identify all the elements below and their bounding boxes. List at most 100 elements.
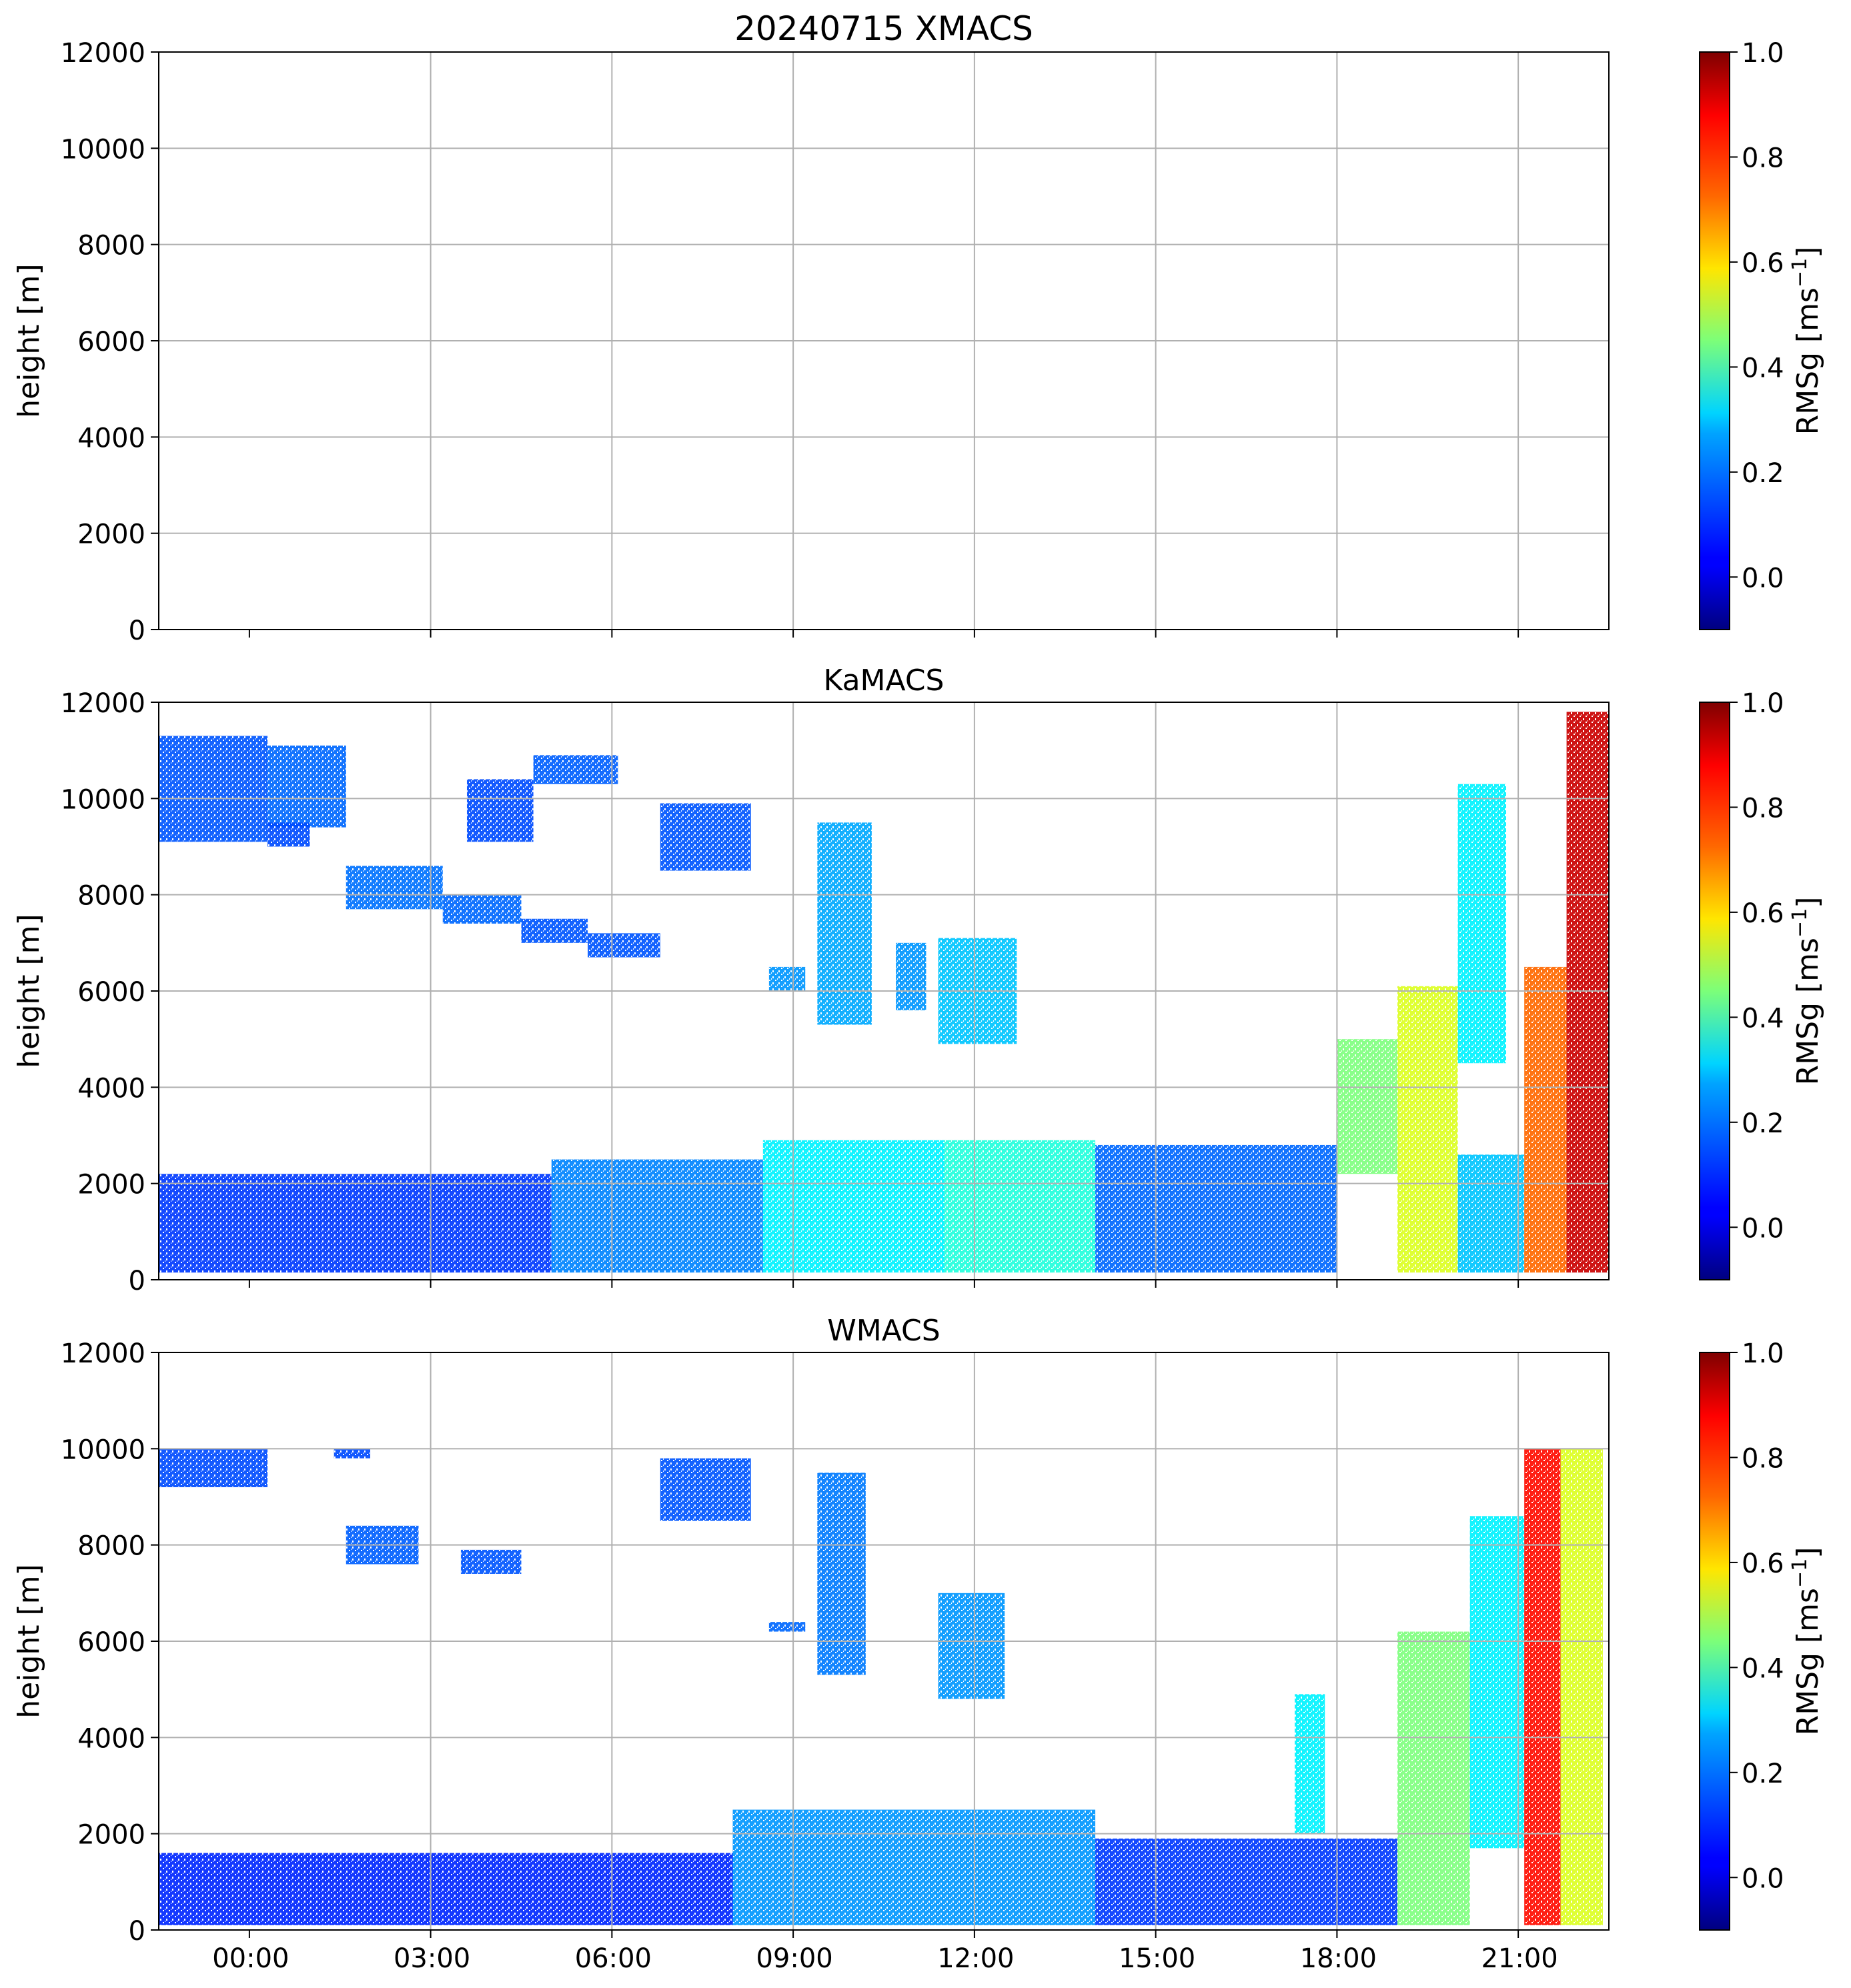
y-tick-label: 6000 <box>77 1627 145 1658</box>
y-tick-label: 2000 <box>77 1820 145 1851</box>
echo-texture-2-15 <box>1560 1448 1603 1925</box>
x-tick-label: 21:00 <box>1481 1943 1558 1974</box>
colorbar-tick-label: 0.8 <box>1742 143 1784 173</box>
colorbar-tick-label: 0.4 <box>1742 1003 1784 1034</box>
echo-texture-2-0 <box>159 1448 268 1488</box>
colorbar-tick-label: 0.6 <box>1742 898 1784 929</box>
echo-texture-1-19 <box>1337 1039 1397 1174</box>
y-tick-label: 4000 <box>77 1723 145 1754</box>
colorbar-tick-label: 0.4 <box>1742 1653 1784 1684</box>
echo-texture-1-7 <box>466 779 534 842</box>
echo-texture-1-8 <box>533 755 618 784</box>
colorbar-tick-label: 0.2 <box>1742 1108 1784 1139</box>
colorbar-kamacs <box>1699 702 1730 1280</box>
colorbar-tick-label: 0.4 <box>1742 353 1784 383</box>
panel-title-kamacs: KaMACS <box>824 664 945 698</box>
echo-texture-2-5 <box>768 1622 806 1632</box>
colorbar-tick-label: 0.0 <box>1742 1863 1784 1894</box>
y-axis-label-xmacs: height [m] <box>12 263 46 417</box>
y-tick-label: 8000 <box>77 231 145 261</box>
echo-texture-1-10 <box>768 966 806 991</box>
echo-texture-2-10 <box>1095 1838 1397 1925</box>
colorbar-xmacs <box>1699 51 1730 630</box>
y-tick-label: 10000 <box>61 784 145 815</box>
colorbar-tick-label: 0.2 <box>1742 1759 1784 1789</box>
echo-texture-2-1 <box>334 1448 371 1458</box>
echo-texture-1-23 <box>1524 966 1567 1273</box>
colorbar-tick-label: 0.6 <box>1742 248 1784 279</box>
echo-texture-1-18 <box>1095 1144 1337 1273</box>
y-tick-label: 12000 <box>61 688 145 719</box>
colorbar-label-wmacs: RMSg [ms−1] <box>1788 1547 1826 1736</box>
y-tick-label: 4000 <box>77 423 145 453</box>
echo-texture-1-3 <box>346 866 443 910</box>
colorbar-tick-label: 0.6 <box>1742 1549 1784 1579</box>
colorbar-label-xmacs: RMSg [ms−1] <box>1788 247 1826 435</box>
y-tick-label: 6000 <box>77 977 145 1008</box>
y-tick-label: 6000 <box>77 327 145 357</box>
echo-texture-1-22 <box>1457 784 1507 1064</box>
echo-texture-2-12 <box>1397 1631 1470 1925</box>
panel-wmacs: 0 2000 4000 6000 8000 10000 12000 00:00 03:00 06… <box>12 1314 1825 1974</box>
echo-texture-1-2 <box>267 822 310 847</box>
x-tick-label: 06:00 <box>575 1943 652 1974</box>
echo-texture-2-6 <box>817 1472 866 1675</box>
echo-texture-1-6 <box>588 933 660 958</box>
y-tick-label: 2000 <box>77 1170 145 1200</box>
y-tick-label: 10000 <box>61 134 145 165</box>
echo-texture-1-14 <box>159 1174 552 1273</box>
echo-texture-1-15 <box>551 1159 763 1273</box>
y-tick-label: 2000 <box>77 520 145 550</box>
echo-texture-1-16 <box>762 1140 945 1273</box>
echo-texture-1-20 <box>1397 986 1458 1273</box>
y-tick-label: 4000 <box>77 1073 145 1104</box>
y-tick-label: 0 <box>129 1916 145 1947</box>
y-axis-label-kamacs: height [m] <box>12 914 46 1068</box>
colorbar-tick-label: 0.0 <box>1742 1213 1784 1244</box>
echo-texture-1-11 <box>817 822 872 1025</box>
x-tick-label: 03:00 <box>394 1943 470 1974</box>
echo-texture-1-12 <box>896 942 927 1010</box>
x-tick-label: 18:00 <box>1300 1943 1377 1974</box>
x-tick-label: 12:00 <box>937 1943 1014 1974</box>
colorbar-label-kamacs: RMSg [ms−1] <box>1788 897 1826 1086</box>
colorbar-wmacs <box>1699 1352 1730 1931</box>
y-tick-label: 8000 <box>77 881 145 912</box>
echo-texture-2-14 <box>1524 1448 1561 1925</box>
x-tick-label: 00:00 <box>212 1943 289 1974</box>
echo-texture-1-17 <box>944 1140 1096 1273</box>
echo-texture-1-0 <box>159 736 268 842</box>
y-tick-label: 8000 <box>77 1531 145 1562</box>
echo-texture-1-4 <box>442 894 522 924</box>
echo-texture-2-13 <box>1469 1516 1525 1849</box>
echo-texture-1-1 <box>267 745 346 828</box>
echo-texture-2-4 <box>660 1458 751 1521</box>
colorbar-tick-label: 0.0 <box>1742 563 1784 594</box>
colorbar-tick-label: 1.0 <box>1742 1338 1784 1369</box>
colorbar-tick-label: 0.2 <box>1742 458 1784 489</box>
echo-texture-1-21 <box>1457 1154 1525 1273</box>
colorbar-tick-label: 1.0 <box>1742 38 1784 69</box>
echo-texture-2-8 <box>159 1853 733 1925</box>
colorbar-tick-label: 0.8 <box>1742 1443 1784 1474</box>
y-tick-label: 12000 <box>61 38 145 69</box>
y-axis-label-wmacs: height [m] <box>12 1564 46 1718</box>
panel-title-wmacs: WMACS <box>827 1314 940 1348</box>
echo-texture-2-11 <box>1294 1694 1325 1834</box>
echo-texture-2-3 <box>460 1549 522 1574</box>
colorbar-tick-label: 1.0 <box>1742 688 1784 719</box>
panel-kamacs: 0 2000 4000 6000 8000 10000 12000 KaMACS heigh… <box>12 664 1825 1296</box>
echo-texture-2-7 <box>938 1593 1005 1699</box>
y-tick-label: 12000 <box>61 1338 145 1369</box>
echo-texture-1-9 <box>660 803 751 871</box>
y-tick-label: 0 <box>129 1266 145 1296</box>
y-tick-label: 0 <box>129 616 145 646</box>
x-tick-label: 15:00 <box>1119 1943 1195 1974</box>
echo-texture-1-5 <box>521 918 588 943</box>
echo-texture-2-9 <box>732 1809 1096 1925</box>
y-tick-label: 10000 <box>61 1434 145 1465</box>
x-tick-label: 09:00 <box>756 1943 832 1974</box>
panel-title-xmacs: 20240715 XMACS <box>734 9 1033 48</box>
panel-xmacs: 0 2000 4000 6000 8000 10000 12000 20240715 XMA… <box>12 9 1825 646</box>
